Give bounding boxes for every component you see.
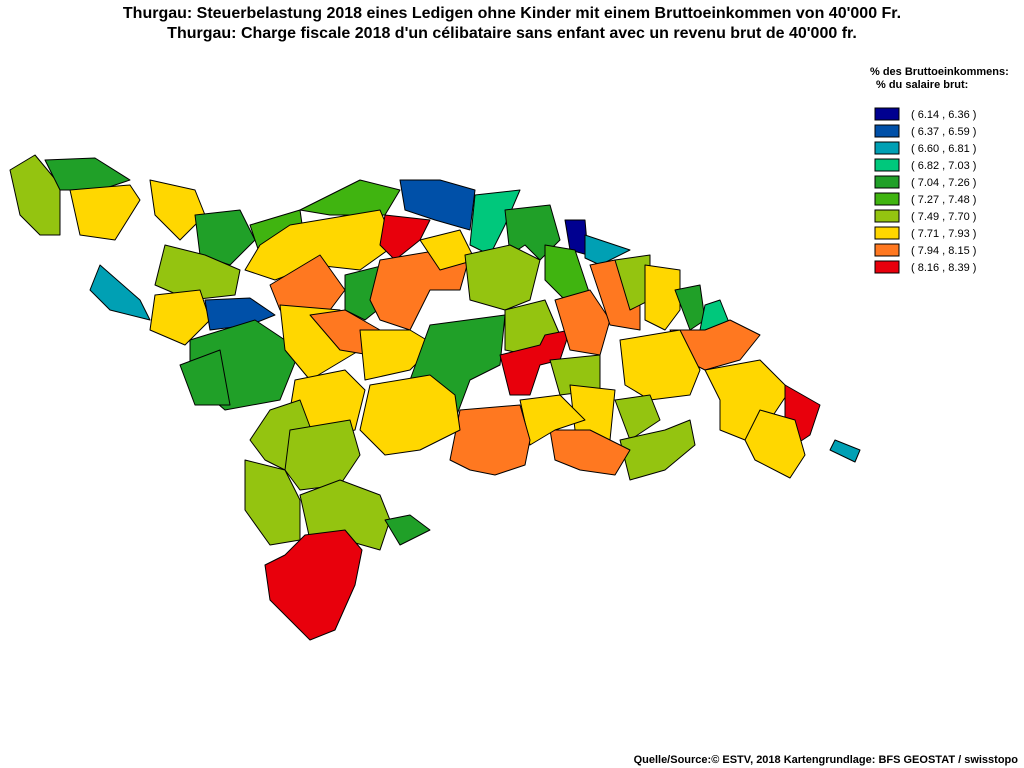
municipality	[379, 214, 431, 261]
legend-swatch	[874, 141, 900, 155]
municipality	[449, 404, 531, 476]
legend-label: ( 7.94 , 8.15 )	[911, 245, 976, 257]
municipality	[469, 189, 521, 256]
municipality	[284, 419, 361, 491]
municipality	[554, 289, 611, 356]
legend-swatch	[874, 192, 900, 206]
legend-swatch	[874, 175, 900, 189]
title: Thurgau: Charge fiscale 2018 d'un céliba…	[167, 25, 857, 42]
legend-label: ( 6.82 , 7.03 )	[911, 160, 976, 172]
municipality	[399, 179, 476, 231]
municipality	[194, 209, 256, 266]
municipality	[384, 514, 431, 546]
legend-swatch	[874, 226, 900, 240]
municipality	[619, 419, 696, 481]
municipality	[744, 409, 806, 479]
legend-label: ( 7.27 , 7.48 )	[911, 194, 976, 206]
municipality	[9, 154, 61, 236]
municipality	[154, 244, 241, 301]
municipality	[264, 529, 363, 641]
municipality	[299, 179, 401, 216]
municipality	[89, 264, 151, 321]
legend-swatch	[874, 243, 900, 257]
municipality	[44, 157, 131, 191]
legend-swatch	[874, 260, 900, 274]
municipality	[619, 329, 701, 401]
municipality	[269, 254, 346, 311]
municipality	[614, 394, 661, 441]
municipality	[549, 429, 631, 476]
municipality	[149, 179, 206, 241]
legend-swatch	[874, 107, 900, 121]
municipality	[464, 244, 541, 311]
legend-swatch	[874, 158, 900, 172]
legend-title: % du salaire brut:	[876, 79, 968, 91]
legend-title: % des Bruttoeinkommens:	[870, 66, 1009, 78]
legend-label: ( 7.04 , 7.26 )	[911, 177, 976, 189]
municipality	[644, 264, 681, 331]
legend-label: ( 8.16 , 8.39 )	[911, 262, 976, 274]
municipality	[69, 184, 141, 241]
municipality	[589, 259, 641, 331]
municipality	[179, 349, 231, 406]
title: Thurgau: Steuerbelastung 2018 eines Ledi…	[123, 5, 901, 22]
legend-swatch	[874, 209, 900, 223]
legend-label: ( 6.14 , 6.36 )	[911, 109, 976, 121]
municipalities	[9, 154, 861, 641]
legend-label: ( 7.49 , 7.70 )	[911, 211, 976, 223]
municipality	[829, 439, 861, 463]
legend-label: ( 7.71 , 7.93 )	[911, 228, 976, 240]
source: Quelle/Source:© ESTV, 2018 Kartengrundla…	[634, 754, 1019, 766]
municipality	[359, 374, 461, 456]
municipality	[149, 289, 211, 346]
legend-swatch	[874, 124, 900, 138]
legend-label: ( 6.37 , 6.59 )	[911, 126, 976, 138]
legend-label: ( 6.60 , 6.81 )	[911, 143, 976, 155]
